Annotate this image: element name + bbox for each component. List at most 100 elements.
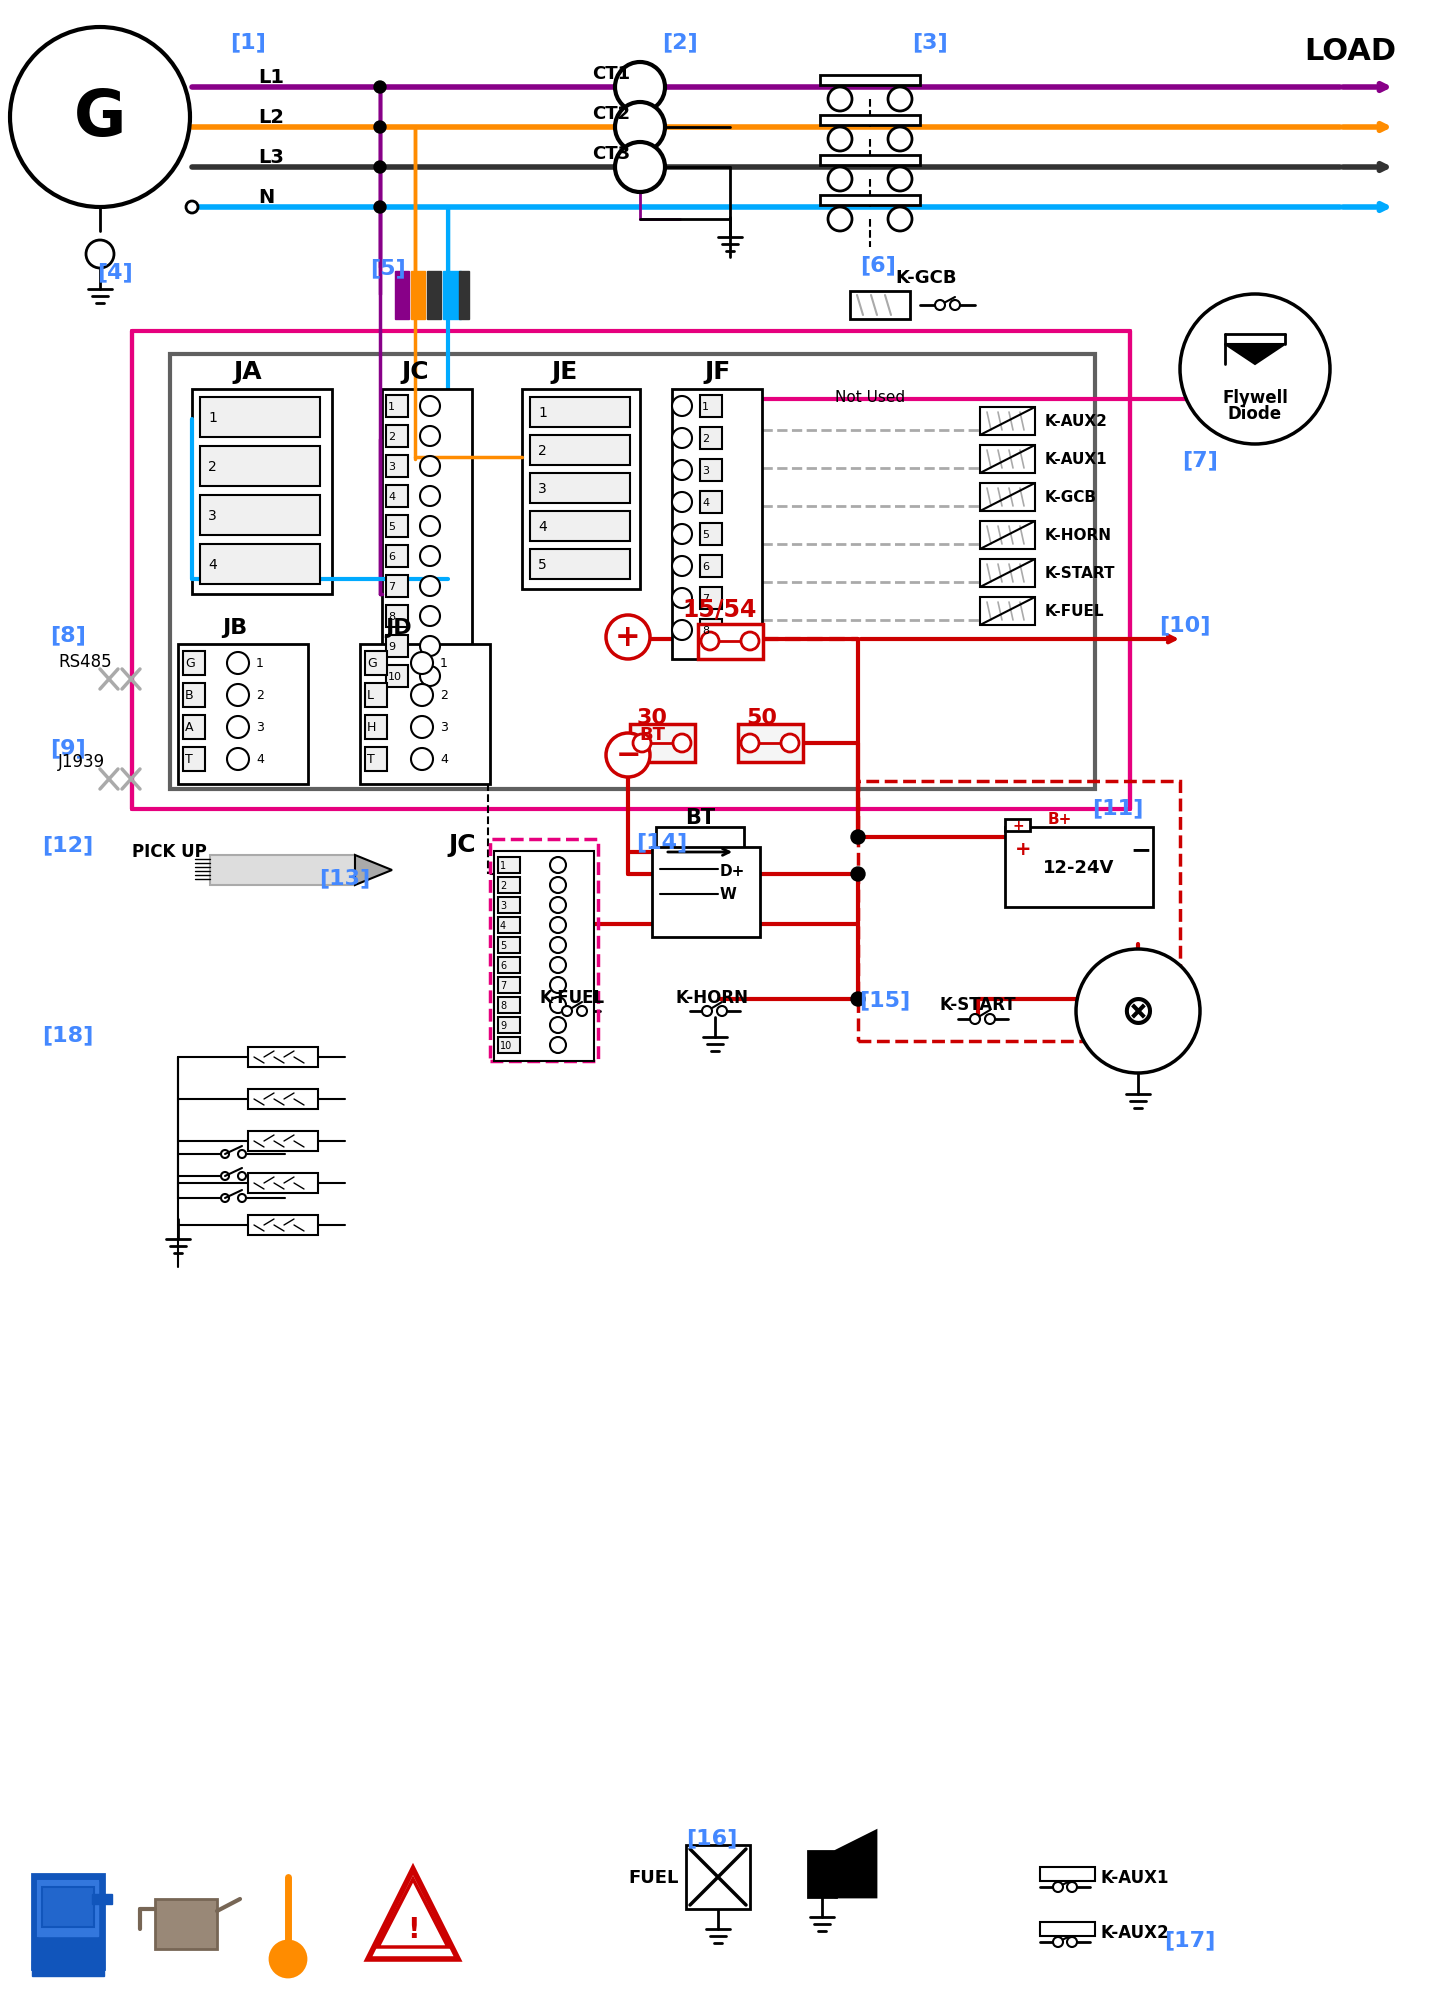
Circle shape: [1067, 1882, 1077, 1892]
Bar: [981, 408, 1035, 436]
Bar: [382, 390, 472, 704]
Bar: [248, 1132, 318, 1152]
Bar: [183, 652, 204, 676]
Bar: [386, 515, 408, 537]
Bar: [498, 937, 520, 953]
Text: 7: 7: [387, 581, 395, 591]
Bar: [819, 155, 920, 165]
Bar: [700, 523, 721, 545]
Circle shape: [220, 1172, 229, 1179]
Bar: [498, 877, 520, 893]
Circle shape: [238, 1172, 246, 1179]
Text: K-START: K-START: [940, 996, 1017, 1014]
Bar: [819, 115, 920, 125]
Text: CT2: CT2: [592, 105, 631, 123]
Text: [12]: [12]: [42, 835, 94, 855]
Circle shape: [935, 300, 945, 310]
Circle shape: [374, 203, 386, 215]
Bar: [37, 1882, 98, 1935]
Text: K-START: K-START: [1045, 567, 1116, 581]
Circle shape: [828, 88, 852, 111]
Text: 3: 3: [539, 481, 547, 495]
Text: JC: JC: [402, 360, 429, 384]
Circle shape: [780, 734, 799, 752]
Text: 6: 6: [703, 561, 708, 571]
Bar: [981, 559, 1035, 587]
Bar: [364, 652, 387, 676]
Circle shape: [672, 430, 693, 450]
Text: G: G: [73, 88, 127, 149]
Circle shape: [420, 666, 441, 686]
Circle shape: [888, 127, 912, 151]
Bar: [498, 857, 520, 873]
Bar: [490, 839, 598, 1062]
Text: 7: 7: [500, 981, 507, 991]
Bar: [498, 957, 520, 973]
Circle shape: [550, 1018, 566, 1034]
Bar: [494, 851, 595, 1062]
Text: 4: 4: [207, 557, 217, 571]
Text: [4]: [4]: [96, 263, 132, 282]
Circle shape: [238, 1150, 246, 1158]
Bar: [179, 644, 308, 784]
Text: 2: 2: [703, 434, 708, 444]
Bar: [183, 716, 204, 740]
Circle shape: [742, 633, 759, 650]
Text: N: N: [258, 189, 274, 207]
Bar: [386, 607, 408, 629]
Text: 8: 8: [703, 627, 708, 636]
Bar: [981, 599, 1035, 627]
Text: K-HORN: K-HORN: [1045, 529, 1112, 543]
Circle shape: [950, 300, 960, 310]
Text: CT3: CT3: [592, 145, 631, 163]
Text: 4: 4: [703, 497, 708, 507]
Bar: [498, 917, 520, 933]
Circle shape: [550, 897, 566, 913]
Text: 5: 5: [387, 521, 395, 531]
Circle shape: [10, 28, 190, 209]
Bar: [631, 724, 696, 762]
Text: L3: L3: [258, 149, 284, 167]
Circle shape: [615, 64, 665, 113]
Circle shape: [703, 1006, 711, 1016]
Bar: [200, 545, 320, 585]
Circle shape: [420, 636, 441, 656]
Circle shape: [374, 121, 386, 133]
Bar: [700, 555, 721, 577]
Text: −: −: [1130, 837, 1151, 861]
Text: 2: 2: [207, 459, 217, 473]
Bar: [981, 521, 1035, 549]
Bar: [248, 1048, 318, 1068]
Text: 1: 1: [539, 406, 547, 420]
Circle shape: [1179, 294, 1331, 446]
Text: Flywell: Flywell: [1223, 388, 1287, 408]
Circle shape: [672, 525, 693, 545]
Text: [14]: [14]: [636, 831, 688, 851]
Text: 1: 1: [207, 412, 217, 426]
Text: 3: 3: [387, 461, 395, 471]
Text: W: W: [720, 887, 737, 903]
Circle shape: [271, 1941, 307, 1977]
Text: K-HORN: K-HORN: [675, 989, 749, 1006]
Text: B: B: [184, 688, 193, 702]
Text: K-GCB: K-GCB: [1045, 489, 1097, 505]
Text: B+: B+: [1048, 812, 1073, 827]
Circle shape: [420, 428, 441, 448]
Text: Diode: Diode: [1228, 406, 1282, 424]
Text: !: !: [406, 1915, 419, 1943]
Text: +: +: [1012, 819, 1024, 833]
Bar: [981, 446, 1035, 473]
Circle shape: [220, 1150, 229, 1158]
Text: −: −: [615, 742, 641, 770]
Text: BT: BT: [685, 808, 716, 827]
Text: JD: JD: [384, 619, 412, 638]
Circle shape: [1067, 1937, 1077, 1947]
Text: K-AUX2: K-AUX2: [1100, 1923, 1169, 1941]
Text: L2: L2: [258, 109, 284, 127]
Bar: [685, 1846, 750, 1909]
Bar: [652, 847, 760, 937]
Text: 2: 2: [500, 881, 507, 891]
Text: [16]: [16]: [687, 1828, 737, 1848]
Circle shape: [420, 547, 441, 567]
Circle shape: [672, 461, 693, 481]
